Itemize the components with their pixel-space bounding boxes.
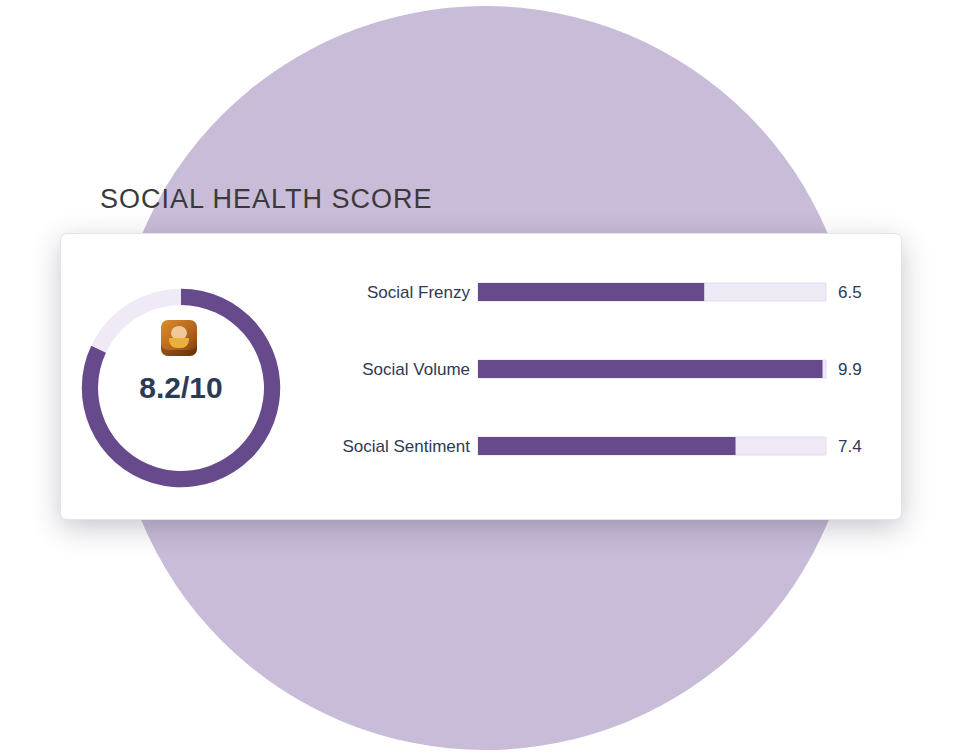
svg-text:9.9: 9.9 — [838, 360, 862, 379]
svg-text:Social Frenzy: Social Frenzy — [367, 283, 470, 302]
svg-text:Social Volume: Social Volume — [362, 360, 470, 379]
html-text:SOCIAL HEALTH SCORE: SOCIAL HEALTH SCORE — [100, 184, 433, 214]
svg-text:6.5: 6.5 — [838, 283, 862, 302]
html-text:8.2/10: 8.2/10 — [139, 371, 223, 404]
svg-text:7.4: 7.4 — [838, 437, 862, 456]
svg-text:Social Sentiment: Social Sentiment — [342, 437, 470, 456]
